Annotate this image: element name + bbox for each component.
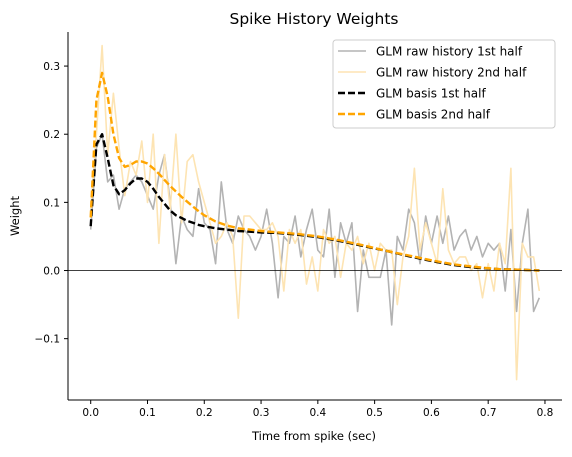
y-axis-ticks: −0.1 0.0 0.1 0.2 0.3 xyxy=(35,61,68,346)
x-tick-label: 0.1 xyxy=(139,407,156,419)
x-tick-label: 0.4 xyxy=(309,407,326,419)
y-tick-label: 0.3 xyxy=(43,61,60,73)
legend-label-2: GLM raw history 2nd half xyxy=(376,66,527,80)
axes: 0.0 0.1 0.2 0.3 0.4 0.5 0.6 0.7 0.8 −0.10.00.10.… xyxy=(35,32,562,419)
x-axis-ticks: 0.0 0.1 0.2 0.3 0.4 0.5 0.6 0.7 0.8 xyxy=(82,400,553,419)
x-tick-label: 0.2 xyxy=(196,407,213,419)
x-tick-label: 0.3 xyxy=(253,407,270,419)
x-axis-label: Time from spike (sec) xyxy=(251,429,376,443)
y-tick-label: −0.1 xyxy=(35,334,61,346)
y-axis-label: Weight xyxy=(8,195,22,236)
chart-title: Spike History Weights xyxy=(229,10,398,28)
legend-frame xyxy=(332,39,556,129)
x-tick-label: 0.5 xyxy=(366,407,383,419)
series-layer xyxy=(89,44,541,381)
x-tick-label: 0.0 xyxy=(82,407,99,419)
series-line-2 xyxy=(89,44,541,381)
x-tick-label: 0.7 xyxy=(480,407,497,419)
y-tick-label: 0.0 xyxy=(43,266,60,278)
legend-label-4: GLM basis 2nd half xyxy=(376,108,491,122)
series-line-4 xyxy=(89,71,540,272)
plot-area xyxy=(68,44,562,381)
chart-legend: GLM raw history 1st half GLM raw history … xyxy=(332,39,556,129)
x-tick-label: 0.6 xyxy=(423,407,440,419)
legend-label-1: GLM raw history 1st half xyxy=(376,45,523,59)
x-tick-label: 0.8 xyxy=(537,407,554,419)
y-tick-label: 0.1 xyxy=(43,197,60,209)
legend-label-3: GLM basis 1st half xyxy=(376,87,486,101)
y-tick-label: 0.2 xyxy=(43,129,60,141)
